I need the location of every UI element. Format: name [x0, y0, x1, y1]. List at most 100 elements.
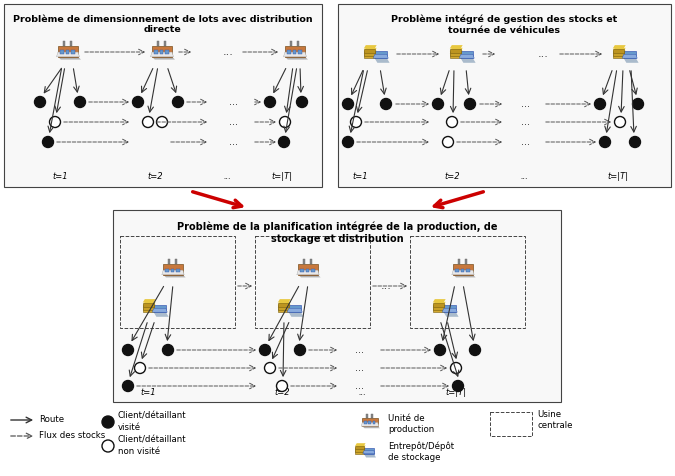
Text: t=1: t=1	[352, 172, 368, 181]
Polygon shape	[284, 52, 306, 57]
Circle shape	[265, 97, 275, 108]
Bar	[72, 50, 75, 54]
Circle shape	[173, 97, 184, 108]
Bar	[355, 450, 364, 454]
Bar	[306, 268, 309, 272]
Bar	[311, 268, 315, 272]
Polygon shape	[364, 45, 377, 49]
Polygon shape	[433, 299, 446, 303]
Bar	[338, 4, 671, 187]
Bar	[613, 49, 624, 53]
Bar	[369, 421, 371, 424]
Circle shape	[134, 363, 146, 374]
Circle shape	[350, 117, 362, 128]
Bar	[70, 41, 72, 46]
Bar	[277, 303, 289, 307]
Bar	[113, 210, 561, 402]
Polygon shape	[450, 48, 462, 51]
Bar	[364, 49, 375, 53]
Circle shape	[632, 99, 643, 109]
Polygon shape	[58, 57, 81, 60]
Polygon shape	[355, 443, 366, 446]
Polygon shape	[452, 270, 475, 275]
Polygon shape	[152, 57, 175, 60]
Text: ...: ...	[381, 281, 392, 291]
Text: ...: ...	[537, 49, 548, 59]
Text: ...: ...	[520, 99, 529, 109]
Bar	[613, 54, 624, 58]
Bar	[373, 421, 375, 424]
Polygon shape	[375, 58, 389, 63]
Bar	[120, 236, 235, 328]
Text: t=|T|: t=|T|	[608, 172, 628, 181]
Text: t=|T|: t=|T|	[271, 172, 292, 181]
Bar	[157, 41, 159, 46]
Text: ...: ...	[520, 117, 529, 127]
Polygon shape	[277, 299, 291, 303]
Bar	[287, 50, 291, 54]
Bar	[65, 50, 70, 54]
Polygon shape	[288, 308, 302, 312]
Circle shape	[446, 117, 458, 128]
Bar	[171, 268, 174, 272]
Polygon shape	[298, 275, 321, 278]
Polygon shape	[142, 302, 156, 305]
Bar	[4, 4, 322, 187]
Polygon shape	[163, 275, 186, 278]
Circle shape	[342, 99, 354, 109]
Text: Problème de dimensionnement de lots avec distribution
directe: Problème de dimensionnement de lots avec…	[14, 15, 313, 34]
Bar	[366, 414, 367, 418]
Bar	[285, 46, 305, 57]
Circle shape	[43, 137, 53, 148]
Polygon shape	[364, 454, 376, 457]
Bar	[63, 41, 65, 46]
Text: Unité de
production: Unité de production	[388, 414, 434, 434]
Bar	[277, 305, 289, 309]
Text: t=2: t=2	[444, 172, 460, 181]
Circle shape	[452, 380, 464, 391]
Bar	[461, 268, 464, 272]
Text: t=2: t=2	[274, 388, 290, 397]
Bar	[165, 50, 169, 54]
Text: ...: ...	[230, 137, 238, 147]
Polygon shape	[364, 48, 377, 51]
Bar	[142, 305, 154, 309]
Circle shape	[614, 117, 626, 128]
Polygon shape	[277, 302, 291, 305]
Bar	[154, 50, 158, 54]
Bar	[277, 308, 289, 312]
Circle shape	[259, 345, 271, 356]
Polygon shape	[613, 45, 626, 49]
Circle shape	[157, 117, 167, 128]
Bar	[466, 268, 470, 272]
Circle shape	[122, 345, 134, 356]
Bar	[624, 50, 636, 58]
Polygon shape	[297, 270, 319, 275]
Polygon shape	[355, 447, 366, 450]
Polygon shape	[453, 275, 476, 278]
Bar	[142, 303, 154, 307]
Text: Usine
centrale: Usine centrale	[537, 410, 572, 430]
Bar	[433, 308, 443, 312]
Bar	[60, 50, 63, 54]
Bar	[362, 418, 378, 426]
Circle shape	[265, 363, 275, 374]
Bar	[175, 259, 177, 264]
Bar	[154, 305, 166, 312]
Text: Problème intégré de gestion des stocks et
tournée de véhicules: Problème intégré de gestion des stocks e…	[392, 15, 618, 35]
Circle shape	[470, 345, 481, 356]
Circle shape	[132, 97, 144, 108]
Polygon shape	[433, 305, 446, 308]
Bar	[152, 46, 172, 57]
Circle shape	[102, 440, 114, 452]
Bar	[289, 305, 301, 312]
Bar	[163, 264, 183, 275]
Text: ...: ...	[356, 345, 365, 355]
Bar	[255, 236, 370, 328]
Circle shape	[450, 363, 462, 374]
Polygon shape	[277, 305, 291, 308]
Polygon shape	[443, 312, 458, 317]
Bar	[450, 54, 460, 58]
Text: Problème de la planification intégrée de la production, de
stockage et distribut: Problème de la planification intégrée de…	[177, 222, 497, 244]
Bar	[433, 303, 443, 307]
